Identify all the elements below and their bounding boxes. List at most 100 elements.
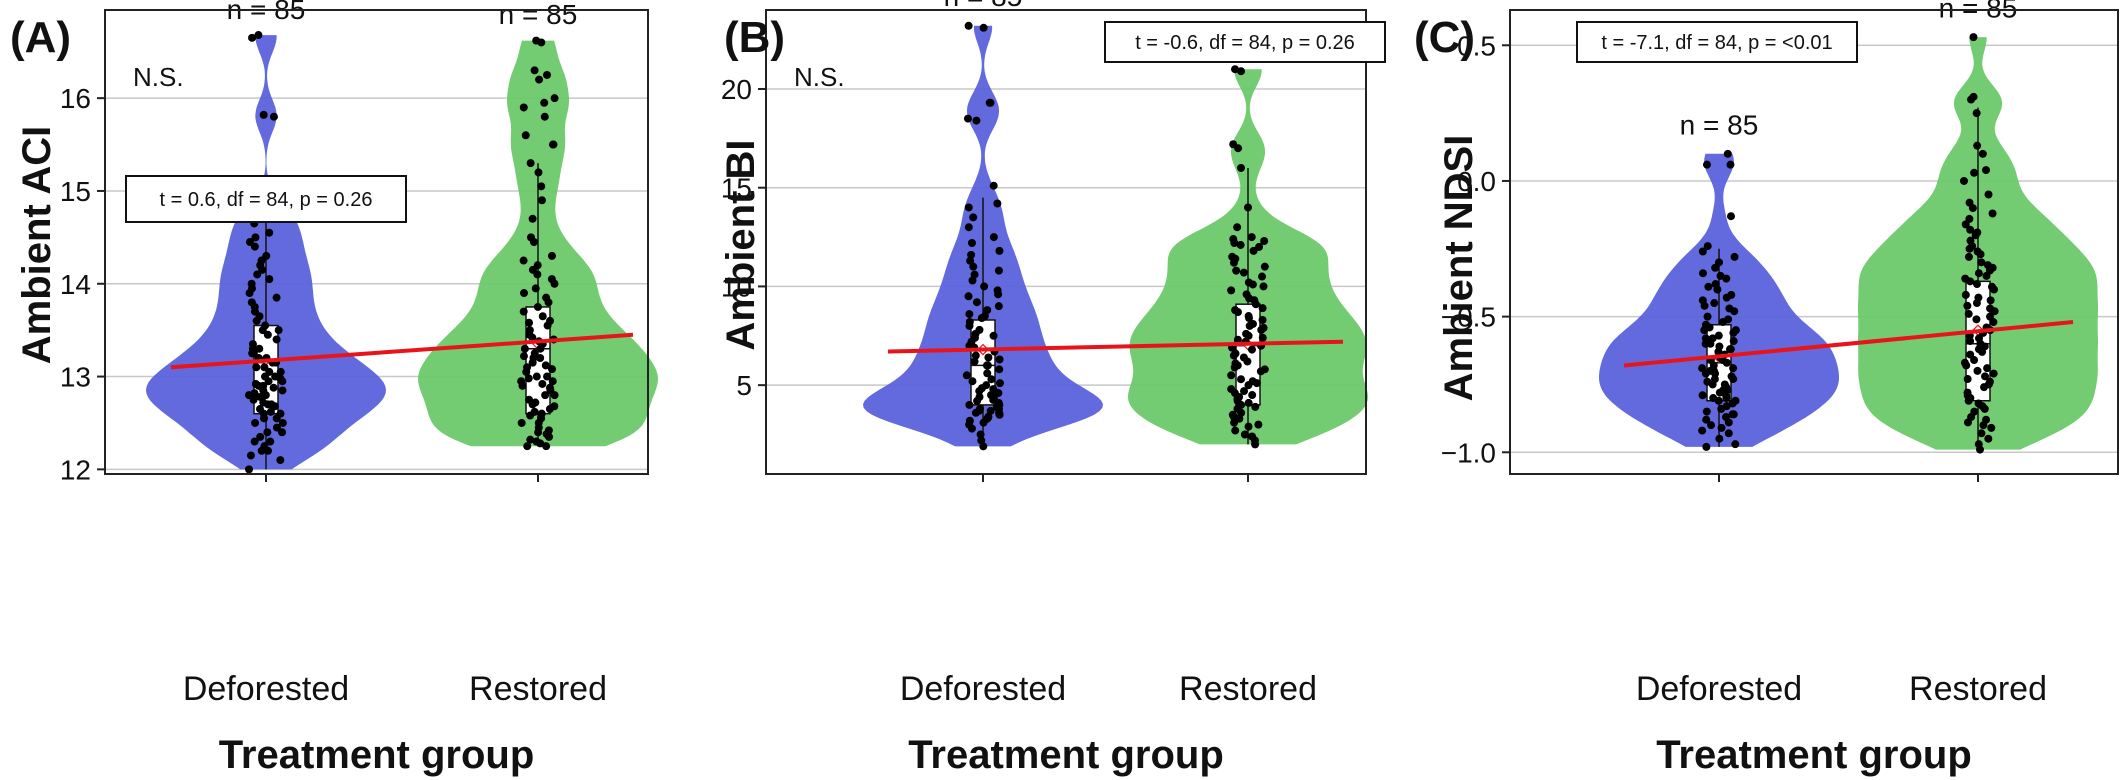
data-point	[1229, 140, 1238, 149]
data-point	[266, 437, 275, 446]
data-point	[1731, 440, 1740, 449]
data-point	[259, 110, 268, 119]
data-point	[1714, 331, 1723, 340]
data-point	[1964, 252, 1973, 261]
x-axis-title: Treatment group	[219, 733, 535, 777]
data-point	[1245, 294, 1254, 303]
data-point	[525, 326, 534, 335]
data-point	[1231, 65, 1240, 74]
data-point	[536, 354, 545, 362]
data-point	[271, 372, 280, 381]
data-point	[530, 66, 539, 75]
data-point	[964, 203, 973, 212]
data-point	[965, 310, 974, 319]
data-point	[976, 404, 985, 413]
chart-panel-1: n = 85 Deforested n = 85 Restored 12 13 14 15 16…	[10, 0, 658, 777]
data-point	[519, 256, 528, 265]
data-point	[1963, 301, 1972, 310]
data-point	[1258, 333, 1267, 342]
x-axis-title: Treatment group	[1656, 733, 1972, 777]
data-point	[975, 325, 984, 334]
data-point	[528, 214, 537, 223]
data-point	[980, 282, 989, 291]
data-point	[1248, 377, 1257, 386]
data-point	[1966, 236, 1975, 245]
stat-box	[1576, 21, 1858, 63]
data-point	[1987, 423, 1996, 432]
data-point	[1974, 440, 1983, 449]
n-label: n = 85	[499, 0, 578, 30]
y-tick-label: 15	[721, 173, 752, 204]
data-point	[987, 375, 996, 384]
data-point	[1725, 304, 1734, 313]
data-point	[1229, 412, 1238, 421]
panel-letter: (B)	[724, 13, 785, 62]
data-point	[986, 98, 995, 107]
data-point	[535, 75, 544, 84]
data-point	[964, 223, 973, 232]
data-point	[995, 365, 1004, 374]
data-point	[532, 437, 541, 446]
data-point	[251, 379, 260, 388]
data-point	[984, 353, 993, 362]
data-point	[548, 365, 557, 374]
data-point	[1972, 299, 1981, 308]
data-point	[1728, 410, 1737, 419]
data-point	[1717, 423, 1726, 432]
data-point	[276, 456, 285, 465]
data-point	[263, 428, 272, 437]
data-point	[1977, 429, 1986, 438]
data-point	[259, 381, 268, 390]
data-point	[546, 316, 555, 325]
data-point	[523, 363, 532, 372]
data-point	[255, 405, 264, 414]
data-point	[1969, 33, 1978, 42]
data-point	[248, 33, 257, 42]
data-point	[276, 409, 285, 418]
data-point	[541, 361, 550, 370]
data-point	[983, 361, 992, 370]
data-point	[1976, 250, 1985, 259]
data-point	[1727, 372, 1736, 381]
data-point	[537, 196, 546, 205]
x-tick-label: Deforested	[1636, 670, 1802, 708]
data-point	[977, 384, 986, 393]
data-point	[993, 199, 1002, 208]
data-point	[1711, 280, 1720, 289]
data-point	[247, 298, 256, 307]
data-point	[1981, 372, 1990, 381]
data-point	[543, 372, 552, 381]
data-point	[979, 23, 988, 32]
data-point	[274, 326, 283, 335]
data-point	[247, 279, 256, 288]
data-point	[262, 251, 271, 260]
data-point	[1260, 237, 1269, 246]
data-point	[540, 112, 549, 121]
x-tick-label: Restored	[1179, 670, 1317, 708]
data-point	[542, 442, 551, 451]
data-point	[966, 256, 975, 265]
data-point	[524, 374, 533, 383]
data-point	[525, 395, 534, 404]
data-point	[1710, 299, 1719, 308]
data-point	[975, 392, 984, 401]
data-point	[1963, 375, 1972, 384]
data-point	[269, 112, 278, 121]
data-point	[1701, 369, 1710, 378]
data-point	[1973, 228, 1982, 237]
data-point	[1259, 282, 1268, 291]
data-point	[550, 94, 559, 103]
data-point	[983, 413, 992, 422]
data-point	[989, 181, 998, 190]
data-point	[1959, 176, 1968, 185]
data-point	[528, 333, 537, 342]
data-point	[1963, 391, 1972, 400]
data-point	[1977, 258, 1986, 267]
data-point	[532, 36, 541, 45]
data-point	[252, 363, 261, 372]
data-point	[1231, 426, 1240, 435]
data-point	[272, 293, 281, 302]
data-point	[1982, 415, 1991, 424]
data-point	[272, 423, 281, 432]
